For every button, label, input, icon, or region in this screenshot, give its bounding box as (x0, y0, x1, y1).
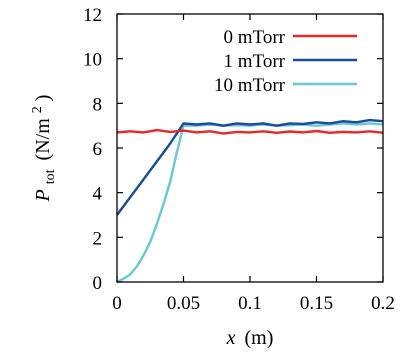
series-line-1 (116, 118, 384, 216)
x-tick-label: 0 (112, 293, 122, 314)
x-axis-label: x (m) (226, 327, 274, 349)
x-tick-label: 0.15 (300, 293, 333, 314)
y-tick-label: 10 (83, 50, 102, 71)
legend: 0 mTorr 1 mTorr 10 mTorr (214, 27, 357, 96)
x-tick-label: 0.1 (238, 293, 262, 314)
y-axis-var: P (32, 189, 54, 202)
y-axis-unit-close: ) (32, 95, 54, 102)
legend-label: 10 mTorr (214, 75, 286, 96)
y-axis-superscript: 2 (30, 106, 45, 113)
legend-label: 1 mTorr (224, 51, 286, 72)
y-tick-label: 2 (93, 228, 103, 249)
y-tick-label: 6 (93, 139, 103, 160)
y-tick-label: 8 (93, 94, 103, 115)
x-tick-label: 0.2 (371, 293, 395, 314)
x-axis-unit: (m) (245, 327, 274, 349)
series-line-2 (116, 122, 384, 284)
y-axis-subscript: tot (43, 169, 58, 184)
plot-lines (116, 118, 384, 284)
series-line-0 (116, 128, 384, 135)
y-tick-label: 4 (93, 184, 103, 205)
x-axis-var: x (226, 327, 236, 349)
y-tick-label: 12 (83, 5, 102, 26)
y-axis-unit: (N/m (32, 118, 54, 161)
axis-ticks (116, 13, 384, 283)
legend-label: 0 mTorr (224, 27, 286, 48)
y-axis-label: P tot (N/m 2 ) (24, 95, 59, 203)
x-tick-label: 0.05 (167, 293, 200, 314)
tick-labels: 0 0.05 0.1 0.15 0.2 0 2 4 6 8 10 12 (83, 5, 395, 314)
y-tick-label: 0 (93, 273, 103, 294)
